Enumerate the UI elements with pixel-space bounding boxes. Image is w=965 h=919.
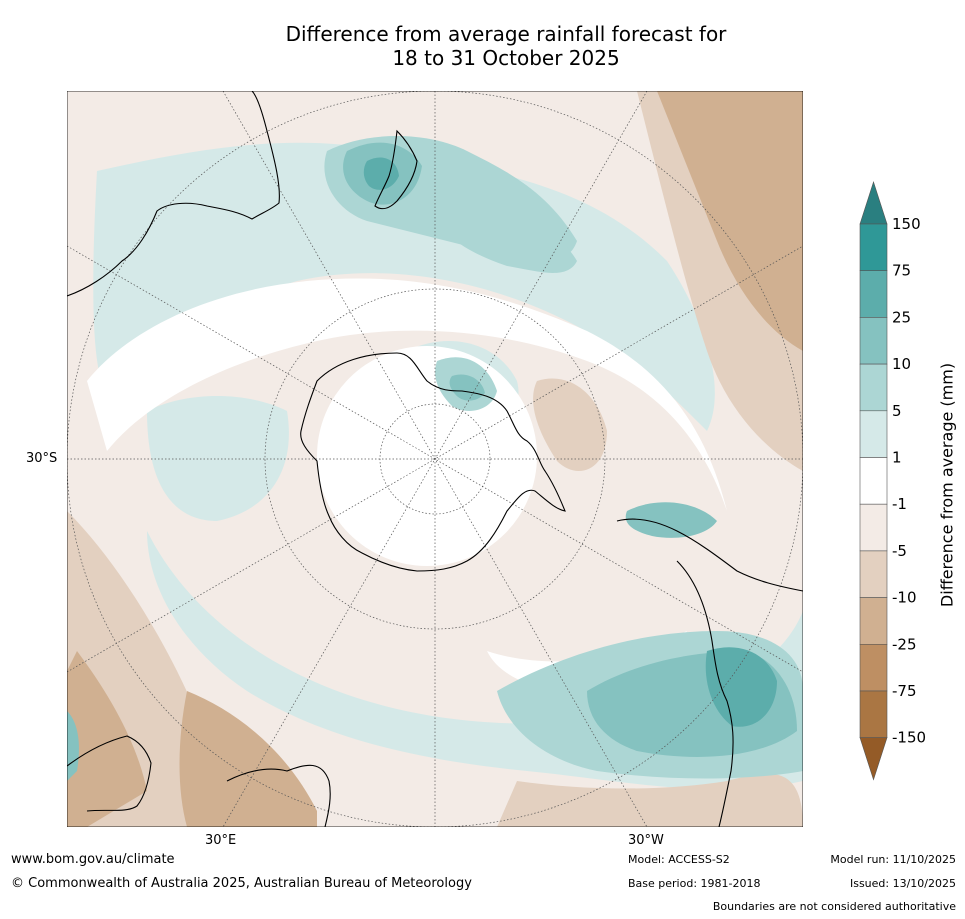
colorbar-tick-label: 25: [892, 308, 911, 326]
colorbar-bin: [859, 410, 888, 458]
colorbar-tick-label: -25: [892, 635, 917, 653]
southern-africa-coast: [226, 764, 331, 827]
disclaimer-text: Boundaries are not considered authoritat…: [712, 900, 956, 913]
lon-label-30e: 30°E: [205, 833, 237, 848]
colorbar-tick-label: -10: [892, 589, 917, 607]
colorbar-tick-label: -75: [892, 682, 917, 700]
wet-antarctic-core: [449, 374, 485, 401]
colorbar: 150 75 25 10 5 1 -1 -5 -10 -25 -75 -150: [859, 181, 926, 781]
coastlines: [67, 91, 803, 827]
wet-drake-passage: [625, 502, 717, 538]
colorbar-bin: [859, 317, 888, 365]
colorbar-tick-label: 10: [892, 355, 911, 373]
colorbar-tick-label: 150: [892, 215, 921, 233]
colorbar-bin: [859, 457, 888, 505]
title-line-2: 18 to 31 October 2025: [392, 46, 620, 70]
issued-text: Issued: 13/10/2025: [849, 877, 956, 890]
colorbar-bin: [859, 223, 888, 272]
antarctica-coast: [300, 352, 566, 572]
chart-title: Difference from average rainfall forecas…: [200, 22, 812, 70]
africa-coast: [67, 735, 152, 812]
wet-band-west: [147, 396, 289, 521]
colorbar-tick-label: 5: [892, 402, 902, 420]
wet-nz-max: [363, 157, 399, 190]
dry-patch-mid: [533, 378, 607, 471]
dry-core-southwest: [67, 651, 147, 827]
base-period-text: Base period: 1981-2018: [628, 877, 761, 890]
lat-label-30s: 30°S: [26, 451, 58, 466]
dry-core-east: [657, 91, 803, 351]
antarctica-interior: [317, 346, 537, 566]
model-run-text: Model run: 11/10/2025: [830, 853, 956, 866]
wet-band-ocean: [93, 142, 715, 431]
south-america-coast: [616, 518, 803, 827]
lon-label-30w: 30°W: [628, 833, 664, 848]
colorbar-bin: [859, 270, 888, 318]
rainfall-anomaly-map: [67, 91, 803, 827]
colorbar-tick-label: 75: [892, 262, 911, 280]
website-link[interactable]: www.bom.gov.au/climate: [11, 852, 175, 867]
colorbar-bin: [859, 597, 888, 645]
australia-coast: [67, 91, 280, 297]
colorbar-tick-label: -150: [892, 729, 926, 747]
copyright-text: © Commonwealth of Australia 2025, Austra…: [11, 876, 472, 891]
colorbar-bin: [859, 363, 888, 412]
wet-tasman-band: [427, 207, 577, 273]
model-text: Model: ACCESS-S2: [628, 853, 730, 866]
dry-region-africa: [179, 691, 317, 827]
colorbar-tick-label: -1: [892, 495, 907, 513]
graticule: [67, 91, 803, 827]
colorbar-extend-bottom: [859, 737, 888, 781]
wet-south-america-max: [705, 647, 777, 727]
colorbar-bin: [859, 690, 888, 739]
title-line-1: Difference from average rainfall forecas…: [285, 22, 727, 46]
colorbar-tick-label: -5: [892, 542, 907, 560]
colorbar-bin: [859, 643, 888, 692]
colorbar-extend-top: [859, 181, 888, 225]
colorbar-title: Difference from average (mm): [937, 362, 957, 608]
dry-region-south-atlantic: [497, 773, 803, 827]
neutral-ring: [87, 278, 727, 511]
new-zealand-coast: [374, 129, 418, 210]
colorbar-tick-label: 1: [892, 449, 902, 467]
colorbar-bin: [859, 503, 888, 552]
colorbar-bin: [859, 550, 888, 598]
